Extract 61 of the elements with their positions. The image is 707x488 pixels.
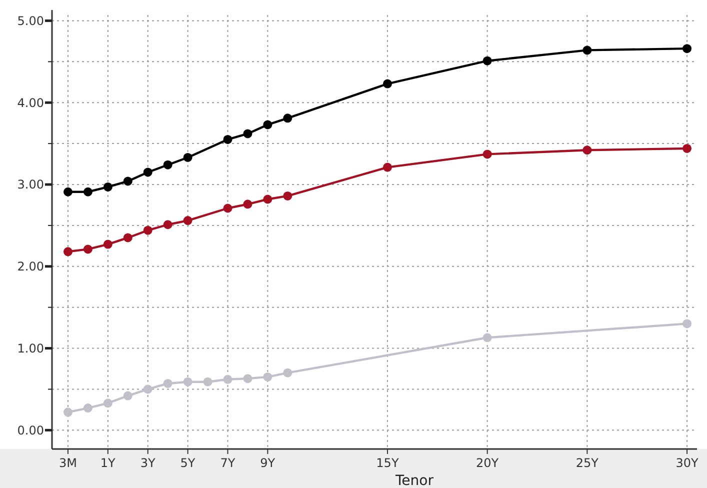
y-tick-label: 4.00 [17,96,44,110]
y-tick-label: 5.00 [17,14,44,28]
point [63,408,72,417]
y-tick-label: 2.00 [17,260,44,274]
point [123,233,132,242]
y-tick-label: 3.00 [17,178,44,192]
point [63,247,72,256]
point [283,191,292,200]
point [83,187,92,196]
x-tick-label: 30Y [676,456,699,470]
point [123,391,132,400]
point [143,226,152,235]
point [203,377,212,386]
point [263,372,272,382]
point [163,220,172,230]
point [382,162,392,172]
x-tick-label: 3Y [140,456,156,470]
point [283,368,292,378]
point [482,150,492,159]
x-tick-label: 7Y [220,456,236,470]
point [243,200,252,209]
x-tick-label: 9Y [260,456,276,470]
point [143,384,152,394]
point [283,114,292,123]
point [263,120,272,130]
point [582,46,592,55]
point [163,378,172,388]
point [163,160,172,170]
point [83,404,92,413]
point [183,216,192,226]
x-tick-label: 3M [58,456,77,470]
point [183,377,192,386]
x-tick-label: 5Y [180,456,196,470]
point [682,319,692,328]
point [223,374,232,384]
point [103,240,112,249]
x-tick-label: 25Y [576,456,600,470]
point [582,146,592,155]
point [263,194,272,204]
point [143,168,152,177]
point [682,144,692,153]
point [243,129,252,138]
point [482,56,492,66]
point [382,79,392,88]
point [243,374,252,384]
point [482,333,492,342]
point [183,152,192,162]
point [83,244,92,254]
point [123,176,132,186]
x-tick-label: 20Y [476,456,500,470]
point [223,134,232,144]
point [103,182,112,192]
point [63,187,72,196]
point [103,398,112,408]
y-tick-label: 0.00 [17,423,44,438]
point [223,204,232,213]
x-tick-label: 1Y [100,456,116,470]
y-tick-label: 1.00 [17,341,44,356]
x-tick-label: 15Y [376,456,400,470]
x-axis-title: Tenor [394,473,434,488]
point [682,44,692,54]
